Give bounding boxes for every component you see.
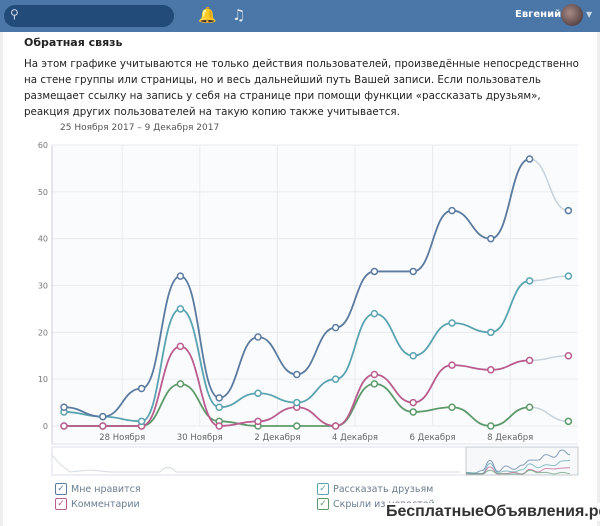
series-line-partial — [529, 355, 569, 362]
x-tick-label: 6 Декабря — [410, 433, 456, 443]
data-point — [60, 403, 68, 412]
data-point — [448, 206, 456, 215]
data-point — [137, 417, 146, 426]
series-line-partial — [529, 406, 569, 423]
data-point — [487, 234, 495, 243]
section-title: Обратная связь — [24, 36, 123, 49]
y-tick-label: 50 — [38, 188, 48, 197]
legend-likes[interactable]: ✓ Мне нравится — [55, 483, 141, 495]
checkbox-icon[interactable]: ✓ — [317, 483, 329, 495]
series-line-partial — [529, 158, 569, 212]
legend-reposts[interactable]: ✓ Рассказать друзьям — [317, 483, 433, 495]
data-point — [176, 380, 185, 388]
data-point — [525, 277, 534, 285]
data-point — [525, 356, 534, 365]
y-tick-label: 20 — [38, 328, 48, 337]
y-tick-label: 10 — [38, 375, 48, 384]
navigator-history-line — [51, 454, 460, 473]
data-point — [60, 422, 68, 430]
data-point — [564, 417, 573, 426]
data-point — [176, 342, 185, 351]
navigator-line — [465, 449, 571, 474]
checkbox-icon[interactable]: ✓ — [55, 498, 67, 510]
section-description: На этом графике учитываются не только де… — [24, 58, 579, 118]
data-point — [293, 422, 301, 430]
series-line-partial — [529, 275, 569, 282]
data-point — [487, 422, 495, 430]
search-input[interactable]: ⚲ — [4, 5, 174, 27]
legend-hidden[interactable]: ✓ Скрыли из новостей — [317, 498, 435, 510]
data-point — [448, 403, 456, 412]
data-point — [370, 370, 379, 379]
data-point — [564, 272, 573, 280]
top-bar: ⚲ 🔔 ♫ Евгений ▼ — [0, 0, 600, 32]
y-tick-label: 40 — [38, 235, 48, 244]
chevron-down-icon[interactable]: ▼ — [586, 10, 593, 19]
data-point — [331, 422, 340, 430]
checkbox-icon[interactable]: ✓ — [317, 498, 329, 510]
data-point — [370, 309, 379, 318]
data-point — [176, 305, 185, 313]
legend-label: Скрыли из новостей — [333, 498, 435, 510]
checkbox-icon[interactable]: ✓ — [55, 483, 67, 495]
data-point — [370, 380, 379, 388]
y-tick-label: 30 — [38, 282, 48, 291]
x-tick-label: 30 Ноября — [177, 433, 223, 443]
bell-icon[interactable]: 🔔 — [198, 6, 217, 24]
data-point — [254, 333, 262, 341]
music-icon[interactable]: ♫ — [232, 6, 246, 24]
data-point — [331, 375, 340, 383]
data-point — [254, 389, 262, 397]
legend-comments[interactable]: ✓ Комментарии — [55, 498, 140, 510]
data-point — [525, 403, 534, 412]
data-point — [176, 272, 185, 280]
data-point — [487, 328, 495, 337]
navigator-line — [466, 469, 571, 475]
data-point — [254, 417, 262, 426]
legend-label: Комментарии — [71, 498, 140, 510]
y-tick-label: 0 — [43, 422, 48, 431]
y-tick-label: 60 — [38, 141, 48, 150]
x-tick-label: 4 Декабря — [332, 433, 378, 443]
data-point — [409, 267, 417, 276]
x-tick-label: 2 Декабря — [254, 433, 300, 443]
legend-label: Мне нравится — [71, 483, 141, 495]
data-point — [487, 366, 495, 374]
data-point — [331, 323, 340, 332]
x-tick-label: 8 Декабря — [487, 433, 533, 443]
data-point — [293, 398, 301, 407]
user-name[interactable]: Евгений — [515, 9, 562, 20]
data-point — [137, 384, 146, 393]
data-point — [215, 422, 223, 430]
data-point — [99, 412, 107, 421]
data-point — [409, 408, 417, 416]
search-icon: ⚲ — [10, 7, 19, 21]
date-range[interactable]: 25 Ноября 2017 – 9 Декабря 2017 — [60, 123, 220, 133]
data-point — [564, 352, 573, 360]
data-point — [525, 155, 534, 163]
data-point — [293, 370, 301, 379]
plot-area — [52, 145, 578, 442]
data-point — [99, 422, 107, 430]
x-tick-label: 28 Ноября — [99, 433, 145, 443]
data-point — [448, 319, 456, 327]
data-point — [215, 394, 223, 402]
data-point — [215, 403, 223, 412]
data-point — [564, 206, 573, 215]
data-point — [370, 267, 379, 276]
legend-label: Рассказать друзьям — [333, 483, 434, 495]
avatar[interactable] — [561, 4, 583, 26]
data-point — [409, 352, 417, 360]
watermark: БесплатныеОбъявления.рф — [386, 503, 600, 521]
data-point — [409, 398, 417, 407]
data-point — [448, 361, 456, 369]
